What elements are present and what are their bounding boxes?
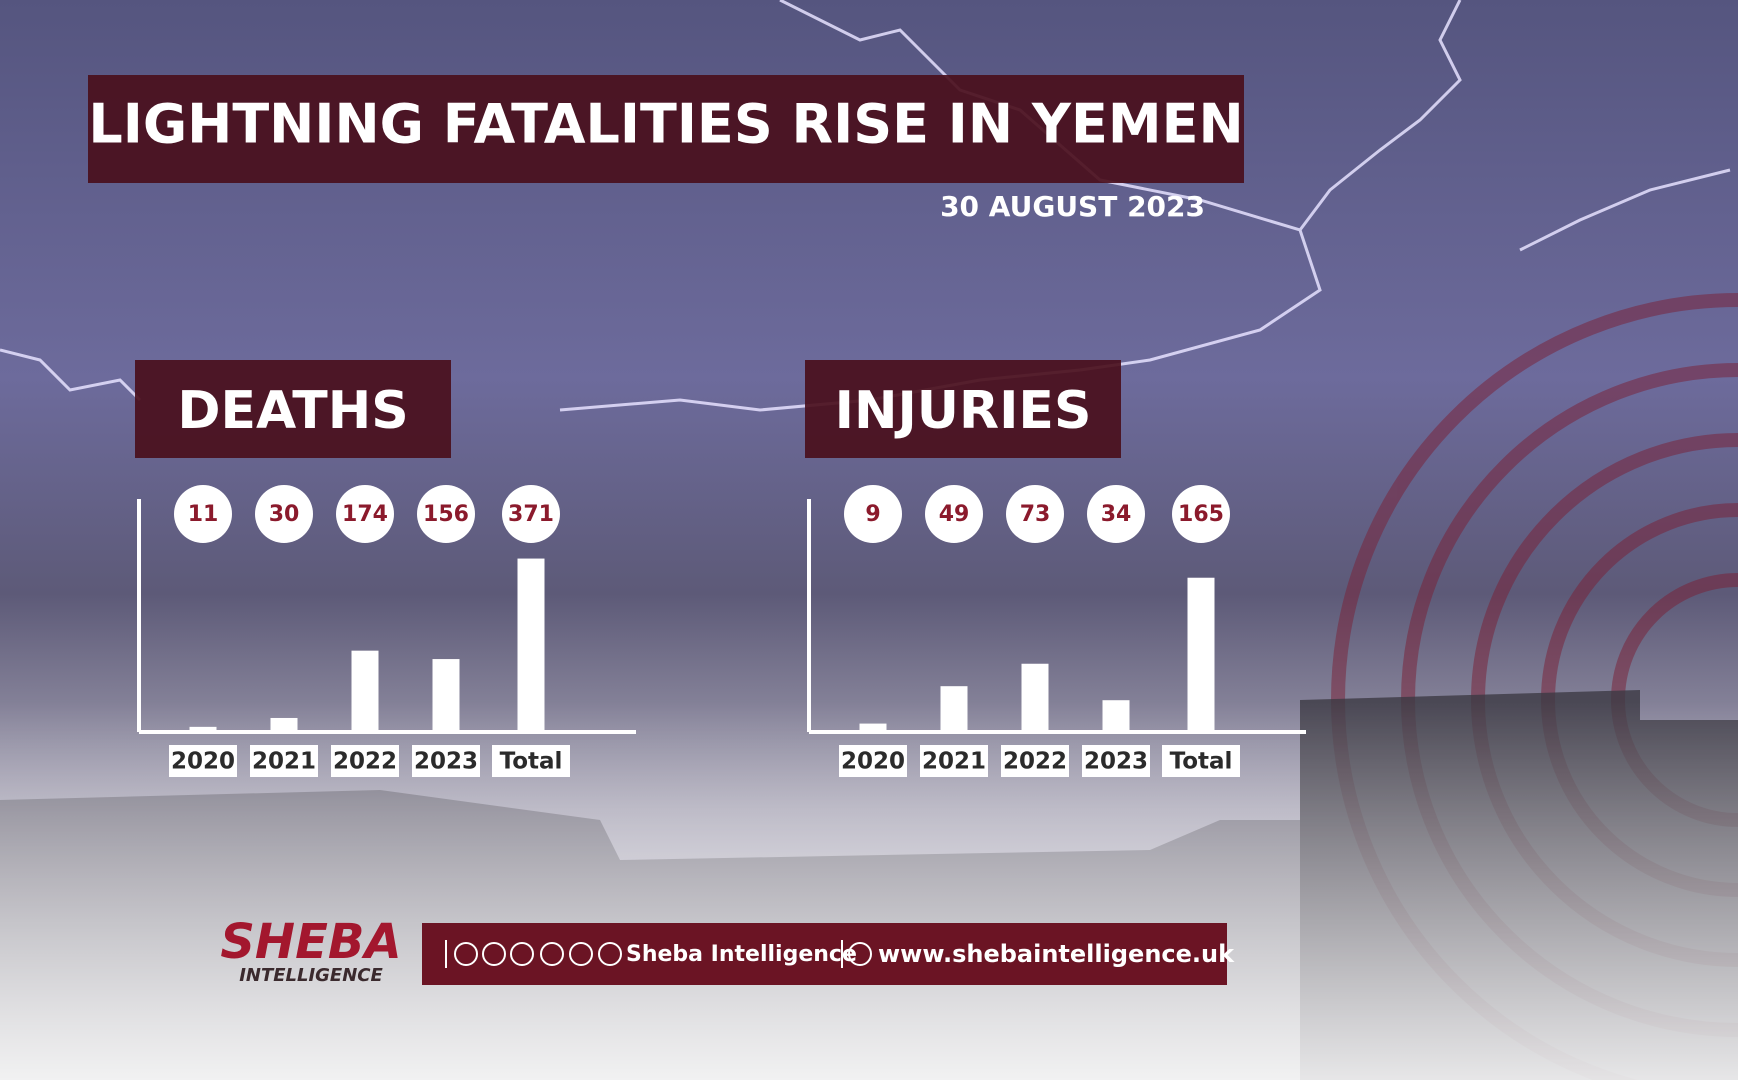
chart-title-box	[135, 360, 451, 458]
value-label: 371	[508, 502, 554, 527]
x-tick-label: Total	[1170, 749, 1233, 775]
x-tick-label: 2023	[1084, 749, 1148, 775]
social-handle: Sheba Intelligence	[626, 942, 857, 967]
bar	[1187, 577, 1215, 732]
category-box	[1082, 745, 1150, 777]
bar	[432, 659, 460, 732]
bar	[1102, 700, 1130, 732]
chart-title-box	[805, 360, 1121, 458]
logo-sub: INTELLIGENCE	[239, 965, 383, 986]
value-label: 73	[1020, 502, 1051, 527]
value-bubble	[336, 485, 394, 543]
value-bubble	[174, 485, 232, 543]
value-bubble	[502, 485, 560, 543]
category-box	[839, 745, 907, 777]
category-box	[412, 745, 480, 777]
title: LIGHTNING FATALITIES RISE IN YEMEN	[88, 93, 1243, 156]
date: 30 AUGUST 2023	[940, 190, 1205, 223]
x-tick-label: 2021	[922, 749, 986, 775]
chart-title: INJURIES	[835, 381, 1092, 441]
category-box	[331, 745, 399, 777]
category-box	[169, 745, 237, 777]
category-box	[1162, 745, 1240, 777]
category-box	[1001, 745, 1069, 777]
category-box	[492, 745, 570, 777]
x-tick-label: 2022	[1003, 749, 1067, 775]
x-tick-label: Total	[500, 749, 563, 775]
x-tick-label: 2021	[252, 749, 316, 775]
value-bubble	[1006, 485, 1064, 543]
value-label: 165	[1178, 502, 1224, 527]
x-tick-label: 2022	[333, 749, 397, 775]
value-label: 11	[188, 502, 219, 527]
x-tick-label: 2023	[414, 749, 478, 775]
value-bubble	[1087, 485, 1145, 543]
value-label: 156	[423, 502, 469, 527]
chart-title: DEATHS	[177, 381, 408, 441]
value-label: 34	[1101, 502, 1132, 527]
bar	[859, 723, 887, 732]
value-bubble	[1172, 485, 1230, 543]
value-label: 9	[865, 502, 880, 527]
bar	[270, 717, 298, 732]
value-bubble	[255, 485, 313, 543]
x-tick-label: 2020	[171, 749, 235, 775]
website: www.shebaintelligence.uk	[878, 940, 1235, 968]
social-icons	[445, 940, 872, 968]
value-label: 30	[269, 502, 300, 527]
value-bubble	[844, 485, 902, 543]
logo: SHEBA	[220, 914, 401, 970]
value-bubble	[925, 485, 983, 543]
bar	[189, 726, 217, 732]
bar	[351, 650, 379, 732]
bar	[1021, 663, 1049, 732]
value-bubble	[417, 485, 475, 543]
title-box	[88, 75, 1244, 183]
x-tick-label: 2020	[841, 749, 905, 775]
category-box	[920, 745, 988, 777]
footer-bar	[422, 923, 1227, 985]
value-label: 49	[939, 502, 970, 527]
value-label: 174	[342, 502, 388, 527]
bar	[517, 558, 545, 732]
bar	[940, 686, 968, 732]
category-box	[250, 745, 318, 777]
